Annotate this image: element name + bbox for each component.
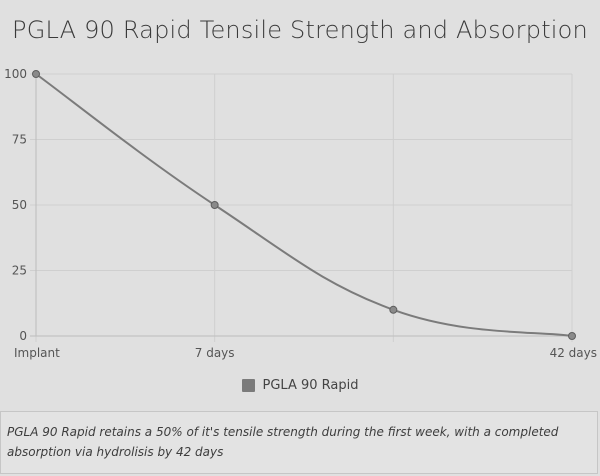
grid-lines xyxy=(30,73,573,342)
x-tick-label: 7 days xyxy=(195,346,235,360)
y-tick-label: 100 xyxy=(4,67,27,81)
y-tick-label: 0 xyxy=(19,329,27,343)
data-point[interactable] xyxy=(32,70,40,78)
y-tick-label: 75 xyxy=(12,133,27,147)
data-point[interactable] xyxy=(568,332,576,340)
series-layer xyxy=(32,70,576,340)
legend-label: PGLA 90 Rapid xyxy=(262,378,359,393)
y-tick-label: 25 xyxy=(12,264,27,278)
line-chart: 0 25 50 75 100 Implant 7 days 42 days xyxy=(4,67,597,360)
legend-swatch xyxy=(241,379,255,392)
x-tick-label: Implant xyxy=(14,346,60,360)
x-tick-label: 42 days xyxy=(550,346,597,360)
caption-box: PGLA 90 Rapid retains a 50% of it's tens… xyxy=(0,411,598,474)
tick-labels: 0 25 50 75 100 Implant 7 days 42 days xyxy=(4,67,597,360)
caption-line-1: PGLA 90 Rapid retains a 50% of it's tens… xyxy=(7,425,559,439)
data-point[interactable] xyxy=(389,305,398,314)
data-point[interactable] xyxy=(210,201,219,209)
legend[interactable]: PGLA 90 Rapid xyxy=(0,378,600,393)
chart-title: PGLA 90 Rapid Tensile Strength and Absor… xyxy=(12,16,588,44)
caption-line-2: absorption via hydrolisis by 42 days xyxy=(7,445,224,459)
series-line xyxy=(35,73,573,337)
y-tick-label: 50 xyxy=(12,198,27,212)
